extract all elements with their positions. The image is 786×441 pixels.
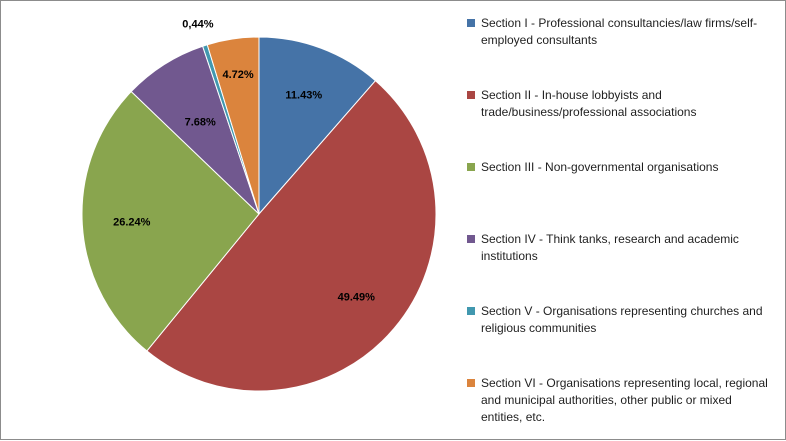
pie-label-section-5: 0,44%	[182, 19, 213, 31]
legend-label-section-1: Section I - Professional consultancies/l…	[481, 16, 758, 47]
legend-swatch-section-2	[467, 91, 475, 99]
legend-swatch-section-3	[467, 163, 475, 171]
legend-swatch-section-6	[467, 379, 475, 387]
pie-label-section-1: 11.43%	[285, 90, 322, 102]
legend-label-section-4: Section IV - Think tanks, research and a…	[481, 232, 739, 263]
pie-slice-section-2	[146, 80, 437, 392]
legend-swatch-section-5	[467, 307, 475, 315]
legend-label-section-2: Section II - In-house lobbyists and trad…	[481, 88, 697, 119]
legend-label-section-5: Section V - Organisations representing c…	[481, 304, 763, 335]
legend-swatch-section-4	[467, 235, 475, 243]
legend-item-section-5: Section V - Organisations representing c…	[467, 303, 773, 337]
legend-item-section-6: Section VI - Organisations representing …	[467, 375, 773, 426]
pie-label-section-6: 4.72%	[222, 69, 253, 81]
pie-slice-section-3	[81, 90, 260, 352]
legend-label-section-3: Section III - Non-governmental organisat…	[481, 160, 719, 174]
legend-label-section-6: Section VI - Organisations representing …	[481, 376, 768, 424]
pie-label-section-4: 7.68%	[185, 116, 216, 128]
pie-slice-section-6	[206, 36, 260, 215]
legend-item-section-2: Section II - In-house lobbyists and trad…	[467, 87, 773, 121]
legend-item-section-4: Section IV - Think tanks, research and a…	[467, 231, 773, 265]
pie-slice-section-1	[258, 36, 377, 216]
legend-item-section-1: Section I - Professional consultancies/l…	[467, 15, 773, 49]
legend-item-section-3: Section III - Non-governmental organisat…	[467, 159, 773, 176]
legend-swatch-section-1	[467, 19, 475, 27]
pie-label-section-3: 26.24%	[113, 217, 151, 229]
pie-label-section-2: 49.49%	[338, 291, 376, 303]
